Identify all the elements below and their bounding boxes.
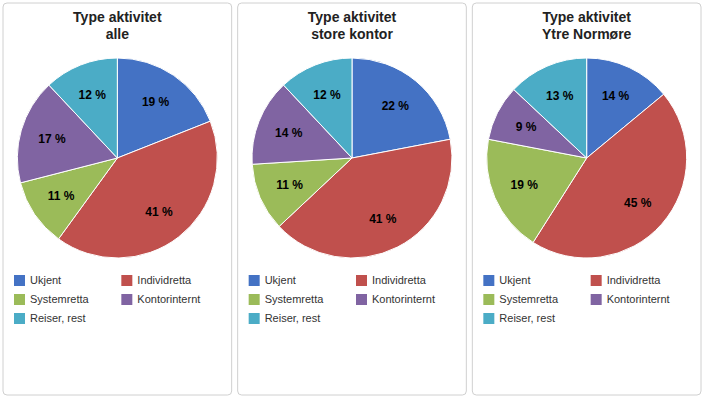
legend-swatch [356,275,367,286]
legend-swatch [121,294,132,305]
legend-label: Ukjent [499,274,530,286]
legend-label: Kontorinternt [137,293,200,305]
slices [252,58,452,258]
legend-swatch [249,294,260,305]
legend-label: Individretta [607,274,662,286]
data-label: 11 % [48,189,75,203]
data-label: 12 % [313,88,341,102]
title: Type aktivitetYtre Normøre [542,9,632,42]
data-label: 14 % [275,126,303,140]
legend-label: Individretta [372,274,427,286]
panel: Type aktivitetYtre Normøre 14 % 45 % 19 % 9 … [472,3,701,395]
data-label: 19 % [511,178,539,192]
legend-swatch [591,294,602,305]
legend-label: Systemretta [30,293,90,305]
slices [17,58,217,258]
legend-label: Kontorinternt [372,293,435,305]
slices [487,58,687,258]
data-label: 19 % [142,95,170,109]
legend: Ukjent Individretta Systemretta Kontorinter… [14,274,200,324]
title-line: Ytre Normøre [542,26,632,42]
title-line: alle [106,26,130,42]
data-labels: 19 % 41 % 11 % 17 % 12 % [38,88,173,219]
data-labels: 14 % 45 % 19 % 9 % 13 % [511,89,652,210]
data-labels: 22 % 41 % 11 % 14 % 12 % [275,88,409,226]
legend-label: Reiser, rest [265,312,321,324]
legend: Ukjent Individretta Systemretta Kontorinter… [483,274,669,324]
legend-swatch [121,275,132,286]
legend-swatch [14,313,25,324]
title-line: Type aktivitet [542,9,631,25]
legend: Ukjent Individretta Systemretta Kontorinter… [249,274,435,324]
figure: Type aktivitetalle19 %41 %11 %17 %12 %Uk… [0,0,704,398]
panel: Type aktivitetalle 19 % 41 % 11 % 17 % 12 % Uk… [3,3,232,395]
legend-label: Systemretta [265,293,325,305]
legend-swatch [249,313,260,324]
pie-slice [284,58,352,158]
data-label: 41 % [145,205,173,219]
title-line: Type aktivitet [308,9,397,25]
data-label: 45 % [624,196,652,210]
legend-swatch [356,294,367,305]
data-label: 12 % [79,88,107,102]
legend-label: Ukjent [265,274,296,286]
panel: Type aktivitetstore kontor 22 % 41 % 11 % 14… [238,3,467,395]
title: Type aktivitetalle [73,9,162,42]
pie-slice [514,58,587,158]
legend-swatch [591,275,602,286]
legend-swatch [483,275,494,286]
legend-label: Reiser, rest [30,312,86,324]
data-label: 22 % [382,99,410,113]
data-label: 14 % [602,89,630,103]
data-label: 13 % [546,89,574,103]
title-line: store kontor [311,26,393,42]
legend-label: Individretta [137,274,192,286]
panel-border [3,3,232,395]
legend-label: Systemretta [499,293,559,305]
legend-swatch [249,275,260,286]
data-label: 9 % [516,120,537,134]
title: Type aktivitetstore kontor [308,9,397,42]
legend-label: Kontorinternt [607,293,670,305]
title-line: Type aktivitet [73,9,162,25]
panel-border [238,3,467,395]
pie-slice [252,158,352,226]
data-label: 11 % [276,178,303,192]
data-label: 41 % [369,212,397,226]
legend-label: Ukjent [30,274,61,286]
legend-swatch [14,275,25,286]
panel-border [472,3,701,395]
legend-swatch [14,294,25,305]
data-label: 17 % [38,132,66,146]
legend-label: Reiser, rest [499,312,555,324]
legend-swatch [483,294,494,305]
legend-swatch [483,313,494,324]
